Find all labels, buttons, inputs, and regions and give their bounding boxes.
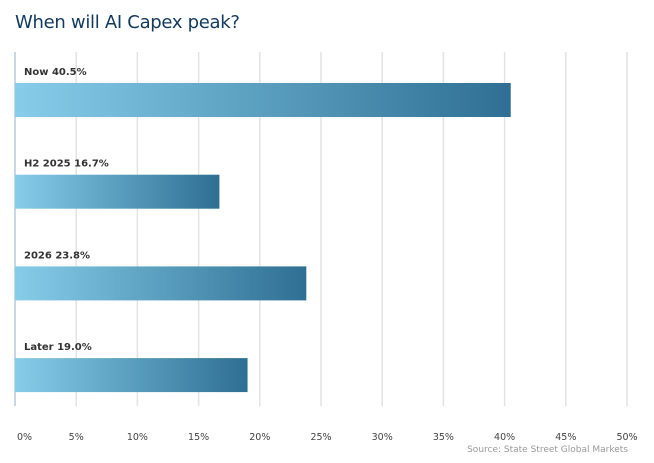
x-tick-label: 15% — [188, 432, 209, 443]
bar-label: H2 2025 16.7% — [24, 159, 109, 170]
bar-label: Now 40.5% — [24, 67, 87, 78]
x-tick-label: 25% — [310, 432, 331, 443]
x-tick-label: 40% — [494, 432, 515, 443]
x-tick-label: 0% — [17, 432, 32, 443]
x-tick-label: 20% — [249, 432, 270, 443]
x-tick-label: 30% — [372, 432, 393, 443]
chart-title: When will AI Capex peak? — [15, 12, 240, 33]
x-tick-label: 50% — [616, 432, 637, 443]
x-tick-label: 10% — [127, 432, 148, 443]
bar-label: Later 19.0% — [24, 342, 92, 353]
bar-h2-2025 — [15, 174, 220, 209]
source-note: Source: State Street Global Markets — [467, 445, 628, 455]
bar-2026 — [15, 266, 307, 301]
x-tick-label: 35% — [433, 432, 454, 443]
x-tick-label: 5% — [69, 432, 84, 443]
x-tick-label: 45% — [555, 432, 576, 443]
bar-later — [15, 358, 248, 393]
bar-now — [15, 83, 511, 117]
bar-label: 2026 23.8% — [24, 250, 90, 261]
